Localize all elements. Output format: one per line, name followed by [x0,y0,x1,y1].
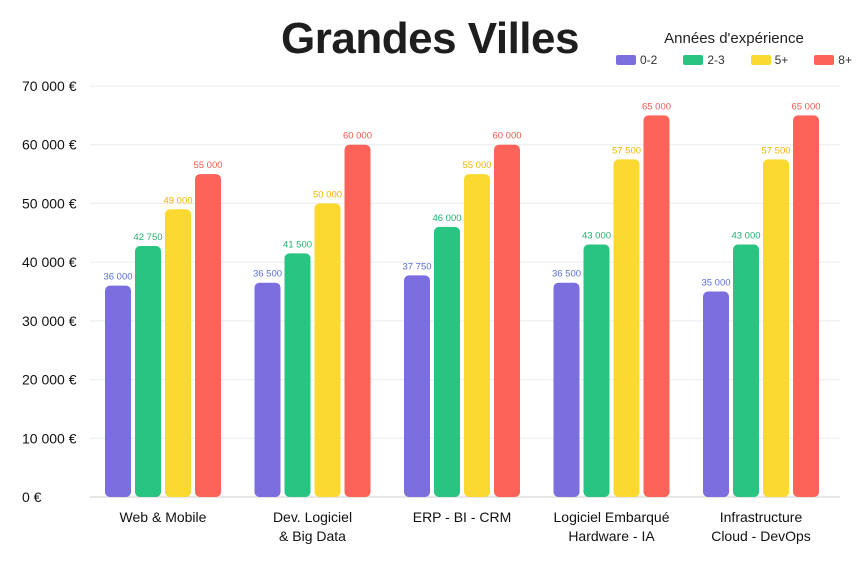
bar [763,159,789,497]
legend-item-0-2: 0-2 [616,53,657,67]
chart-title: Grandes Villes [281,14,579,63]
bar [464,174,490,498]
y-tick-label: 50 000 € [22,195,77,211]
data-label: 57 500 [612,145,641,156]
legend-swatch [750,55,771,65]
bar [105,285,131,497]
legend-item-5plus: 5+ [750,53,789,67]
legend-label: 5+ [774,53,789,67]
legend-item-8plus: 8+ [814,53,852,67]
y-tick-label: 10 000 € [22,430,77,446]
x-category-label-line: ERP - BI - CRM [413,509,512,525]
data-label: 57 500 [761,145,790,156]
data-label: 60 000 [492,131,521,142]
bar [165,209,191,498]
bar [344,144,371,497]
bar [404,275,430,497]
data-label: 60 000 [343,131,372,142]
x-category-label-line: Dev. Logiciel [273,509,352,525]
bar [793,115,819,497]
legend-items: 0-2 2-3 5+ 8+ [616,53,852,67]
data-label: 41 500 [283,239,312,250]
legend-swatch [683,55,704,65]
data-label: 42 750 [133,232,162,243]
y-tick-label: 30 000 € [22,313,77,329]
bar [494,144,520,497]
bar [583,244,610,497]
data-label: 43 000 [731,231,760,242]
x-category-label: Infrastructure Cloud - DevOps [711,509,811,544]
bar [733,244,759,497]
data-label: 50 000 [313,189,342,200]
bar [553,282,580,497]
x-category-label: Web & Mobile [120,509,207,525]
legend-label: 0-2 [640,53,658,67]
legend-swatch [814,55,835,65]
data-label: 46 000 [432,213,461,224]
y-tick-label: 0 € [22,489,42,505]
bar [613,159,640,497]
legend-swatch [616,55,636,65]
legend-label: 2-3 [707,53,725,67]
bar [195,174,221,498]
y-tick-label: 40 000 € [22,254,77,270]
legend-label: 8+ [838,53,852,67]
data-label: 36 500 [552,269,581,280]
data-label: 36 000 [103,272,132,283]
data-label: 35 000 [701,278,730,289]
legend-title: Années d'expérience [664,30,804,47]
data-label: 65 000 [791,101,820,112]
y-tick-label: 60 000 € [22,137,77,153]
data-label: 65 000 [642,101,671,112]
legend: Années d'expérience 0-2 2-3 5+ 8+ [616,30,852,67]
x-category-label: Logiciel Embarqué Hardware - IA [554,509,670,544]
bar [314,203,341,497]
x-category-label-line: & Big Data [279,528,346,544]
x-category-label: Dev. Logiciel & Big Data [273,509,352,544]
bar [703,291,729,497]
bar [643,115,670,497]
data-label: 49 000 [163,195,192,206]
data-label: 37 750 [402,261,431,272]
y-tick-label: 20 000 € [22,372,77,388]
data-label: 43 000 [582,231,611,242]
x-category-label-line: Logiciel Embarqué [554,509,670,525]
data-label: 36 500 [253,269,282,280]
bar [135,245,161,497]
data-label: 55 000 [462,160,491,171]
data-label: 55 000 [193,160,222,171]
x-category-label-line: Hardware - IA [568,528,655,544]
bar [284,253,311,497]
x-category-label-line: Infrastructure [720,509,803,525]
bar [434,226,460,497]
legend-item-2-3: 2-3 [683,53,725,67]
x-category-label-line: Cloud - DevOps [711,528,811,544]
x-category-label: ERP - BI - CRM [413,509,512,525]
bar [254,282,281,497]
y-tick-label: 70 000 € [22,78,77,94]
x-category-label-line: Web & Mobile [120,509,207,525]
